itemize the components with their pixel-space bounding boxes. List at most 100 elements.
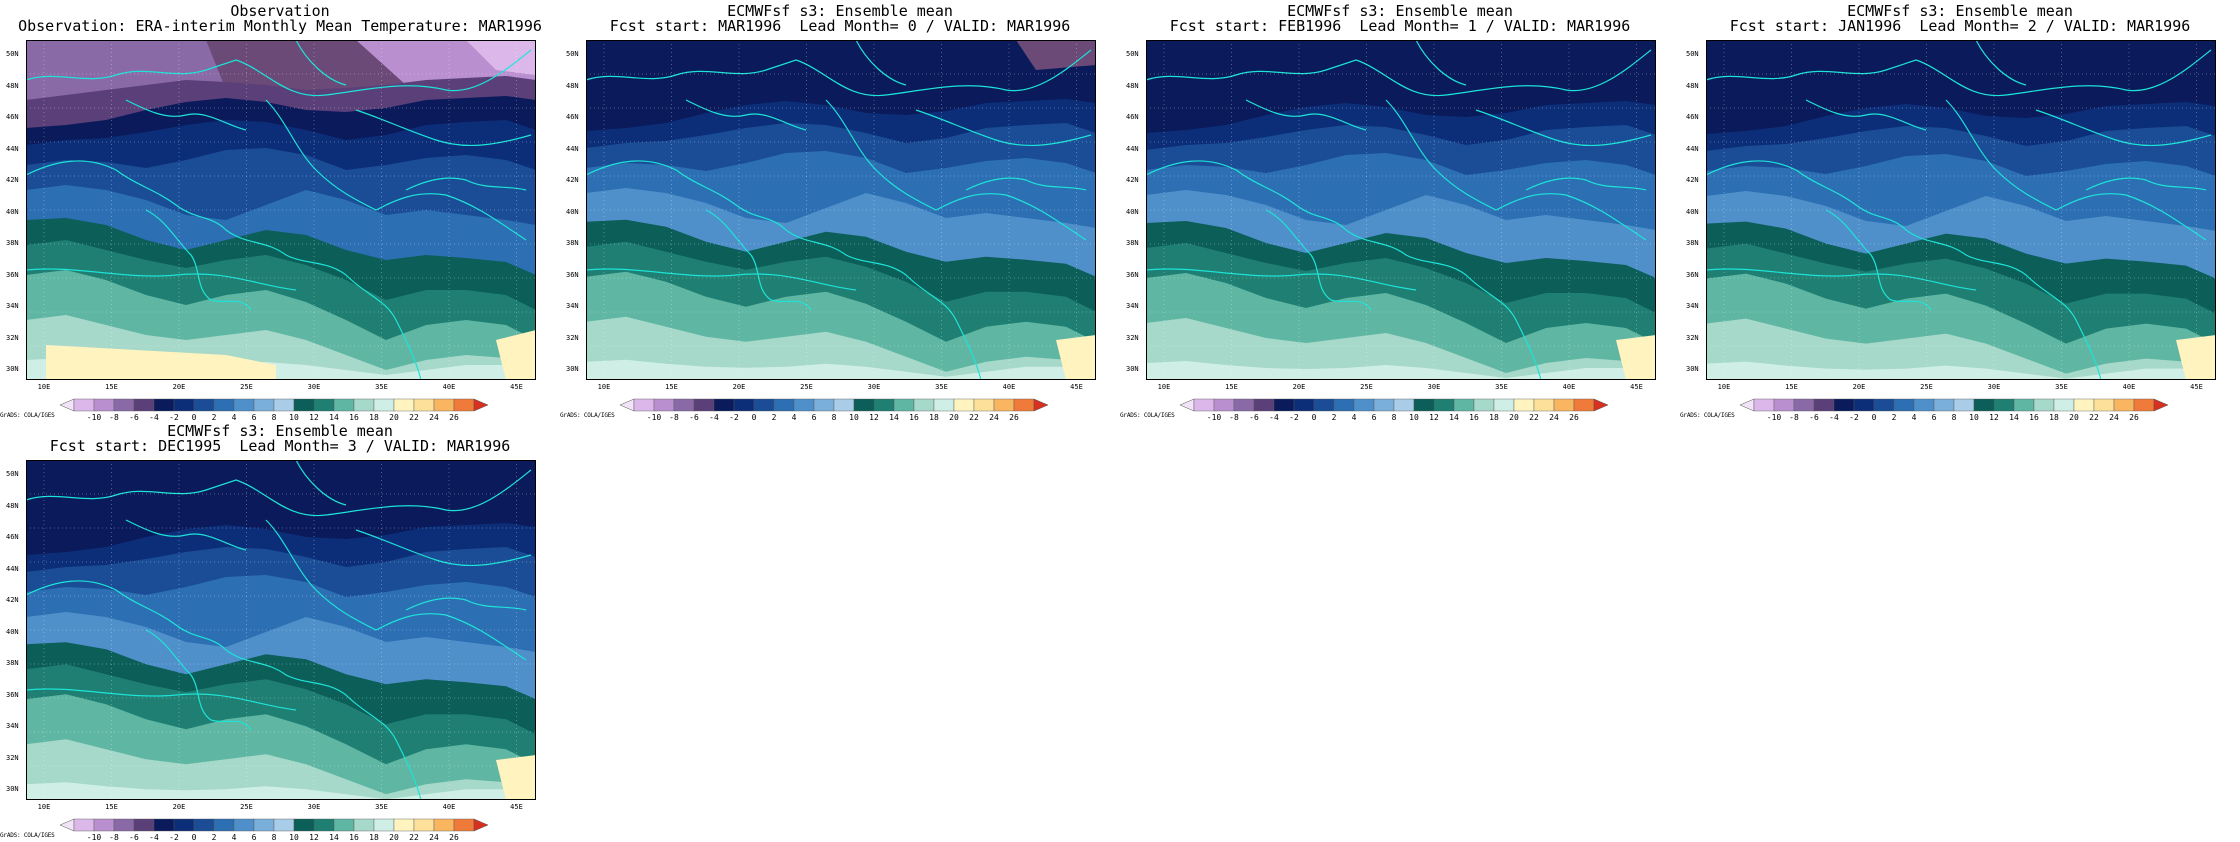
lat-label: 30N — [1686, 365, 1699, 373]
colorbar-swatch — [413, 818, 435, 832]
colorbar-swatch — [1393, 398, 1415, 412]
colorbar-tick-label: -8 — [109, 413, 119, 422]
lat-label: 50N — [6, 470, 19, 478]
lat-label: 40N — [6, 627, 19, 636]
lon-label: 15E — [1785, 383, 1798, 391]
colorbar-tick-label: 24 — [989, 413, 999, 422]
lat-label: 30N — [6, 785, 19, 793]
lon-label: 40E — [1562, 383, 1576, 391]
coastline — [586, 268, 857, 291]
coastline — [1945, 99, 2207, 241]
colorbar-swatch — [1533, 398, 1555, 412]
lat-label: 44N — [6, 144, 19, 153]
lat-label: 34N — [6, 722, 19, 730]
colorbar-tick-label: 18 — [369, 833, 379, 842]
lon-label: 20E — [172, 803, 186, 811]
lon-label: 45E — [1630, 383, 1643, 391]
colorbar-swatch — [793, 398, 815, 412]
coastline — [1706, 268, 1977, 291]
temperature-band — [1146, 361, 1656, 380]
colorbar-tick-label: 20 — [1509, 413, 1519, 422]
map-panel-observation: Observation Observation: ERA-interim Mon… — [0, 0, 560, 423]
colorbar-tick-label: 26 — [449, 833, 459, 842]
coastline — [265, 519, 527, 661]
panel-title: ECMWFsf s3: Ensemble mean — [167, 422, 393, 440]
colorbar-swatch — [1993, 398, 2015, 412]
panel-subtitle: Fcst start: MAR1996 Lead Month= 0 / VALI… — [609, 17, 1071, 35]
colorbar-swatch — [293, 398, 315, 412]
lat-label: 36N — [1686, 270, 1699, 279]
lon-label: 30E — [307, 803, 321, 811]
colorbar-tick-label: -2 — [1289, 413, 1299, 422]
colorbar-swatch — [693, 398, 715, 412]
colorbar-tick-label: 6 — [1931, 413, 1937, 422]
colorbar-tick-label: 8 — [1951, 413, 1957, 422]
colorbar-tick-label: 4 — [231, 833, 237, 842]
colorbar-tick-label: 22 — [409, 413, 419, 422]
lon-label: 30E — [867, 383, 881, 391]
temperature-band — [586, 316, 1096, 380]
colorbar-tick-label: 26 — [1569, 413, 1579, 422]
lat-label: 32N — [6, 333, 19, 342]
colorbar-swatch — [313, 398, 335, 412]
colorbar-swatch — [1833, 398, 1855, 412]
colorbar-swatch — [713, 398, 735, 412]
colorbar-swatch — [993, 398, 1015, 412]
colorbar-arrow-left — [620, 398, 635, 412]
coastline — [1415, 40, 1467, 86]
colorbar-arrow-left — [60, 398, 75, 412]
colorbar-swatch — [133, 818, 155, 832]
colorbar-tick-label: 22 — [969, 413, 979, 422]
panel-title: ECMWFsf s3: Ensemble mean — [727, 2, 953, 20]
coastline — [1706, 160, 2102, 380]
colorbar-tick-label: 18 — [2049, 413, 2059, 422]
colorbar-tick-label: 10 — [1409, 413, 1419, 422]
lon-label: 30E — [1427, 383, 1441, 391]
colorbar-swatch — [1353, 398, 1375, 412]
lon-label: 20E — [1852, 383, 1866, 391]
colorbar-tick-label: 22 — [409, 833, 419, 842]
coastline — [26, 580, 422, 800]
colorbar-tick-label: 14 — [2009, 413, 2019, 422]
lon-label: 20E — [732, 383, 746, 391]
colorbar-swatch — [933, 398, 955, 412]
lat-label: 44N — [566, 144, 579, 153]
coastline — [265, 99, 527, 241]
colorbar-tick-label: 14 — [889, 413, 899, 422]
colorbar-swatch — [813, 398, 835, 412]
lat-label: 48N — [1126, 81, 1139, 90]
coastline — [685, 99, 807, 131]
colorbar-tick-label: -10 — [1766, 413, 1782, 422]
colorbar-swatch — [1453, 398, 1475, 412]
lat-label: 34N — [6, 302, 19, 310]
lat-label: 40N — [1126, 207, 1139, 216]
coastline — [1525, 177, 1647, 191]
lat-label: 36N — [566, 270, 579, 279]
colorbar-swatch — [393, 398, 415, 412]
colorbar-swatch — [173, 398, 195, 412]
temperature-band — [26, 739, 536, 800]
colorbar-swatch — [73, 818, 95, 832]
colorbar-swatch — [373, 398, 395, 412]
coastline — [965, 177, 1087, 191]
lon-label: 30E — [1987, 383, 2001, 391]
colorbar-tick-label: 14 — [329, 833, 339, 842]
lat-label: 50N — [1126, 50, 1139, 58]
colorbar-swatch — [73, 398, 95, 412]
temperature-band — [586, 359, 1096, 380]
lon-label: 40E — [442, 803, 456, 811]
lon-label: 25E — [800, 383, 813, 391]
lon-label: 35E — [375, 803, 388, 811]
colorbar-arrow-left — [1740, 398, 1755, 412]
colorbar-swatch — [1513, 398, 1535, 412]
colorbar-swatch — [1373, 398, 1395, 412]
lon-label: 30E — [307, 383, 321, 391]
colorbar-arrow-right — [473, 818, 489, 832]
colorbar-swatch — [1973, 398, 1995, 412]
colorbar-swatch — [973, 398, 995, 412]
colorbar-tick-label: -10 — [646, 413, 662, 422]
temperature-band — [1146, 318, 1656, 380]
lat-label: 30N — [6, 365, 19, 373]
lat-label: 46N — [1126, 113, 1139, 121]
grads-credit: GrADS: COLA/IGES — [1120, 412, 1175, 419]
